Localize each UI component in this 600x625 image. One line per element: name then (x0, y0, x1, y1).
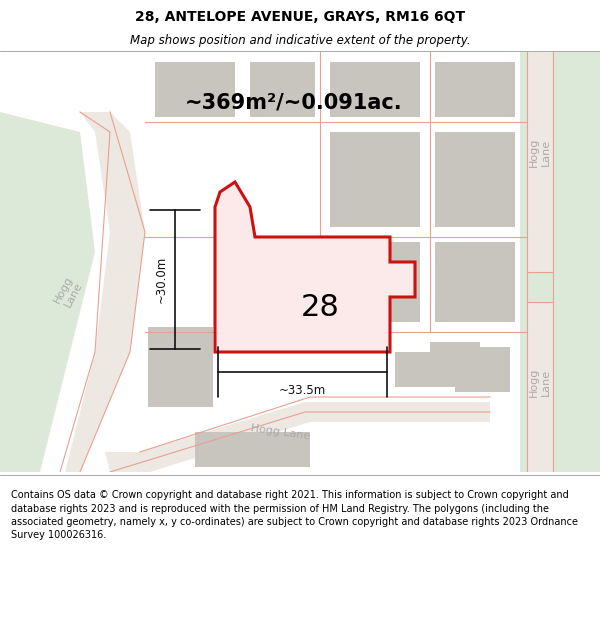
Polygon shape (0, 112, 95, 472)
Text: ~369m²/~0.091ac.: ~369m²/~0.091ac. (185, 92, 403, 112)
Bar (250, 62, 315, 117)
Bar (330, 132, 420, 227)
Text: ~30.0m: ~30.0m (155, 256, 167, 303)
Text: Map shows position and indicative extent of the property.: Map shows position and indicative extent… (130, 34, 470, 47)
Polygon shape (520, 52, 600, 472)
Text: Hogg
Lane: Hogg Lane (52, 274, 85, 310)
Text: Contains OS data © Crown copyright and database right 2021. This information is : Contains OS data © Crown copyright and d… (11, 491, 578, 540)
Text: 28: 28 (301, 292, 340, 321)
Bar (435, 132, 515, 227)
Bar (148, 327, 213, 407)
Polygon shape (215, 182, 415, 352)
Text: ~33.5m: ~33.5m (279, 384, 326, 396)
Bar (435, 62, 515, 117)
Bar (435, 242, 515, 322)
Bar (330, 242, 420, 322)
Bar (400, 352, 440, 382)
Text: 28, ANTELOPE AVENUE, GRAYS, RM16 6QT: 28, ANTELOPE AVENUE, GRAYS, RM16 6QT (135, 11, 465, 24)
Text: Hogg
Lane: Hogg Lane (529, 138, 551, 167)
Bar (395, 352, 435, 387)
Text: Hogg Lane: Hogg Lane (250, 423, 310, 441)
Bar (155, 62, 235, 117)
Text: Hogg
Lane: Hogg Lane (529, 368, 551, 397)
Bar (430, 342, 480, 387)
Bar (455, 347, 510, 392)
Polygon shape (105, 402, 490, 472)
Polygon shape (527, 302, 553, 472)
Polygon shape (60, 112, 145, 472)
Bar (195, 432, 310, 467)
Bar (330, 62, 420, 117)
Polygon shape (527, 52, 553, 272)
